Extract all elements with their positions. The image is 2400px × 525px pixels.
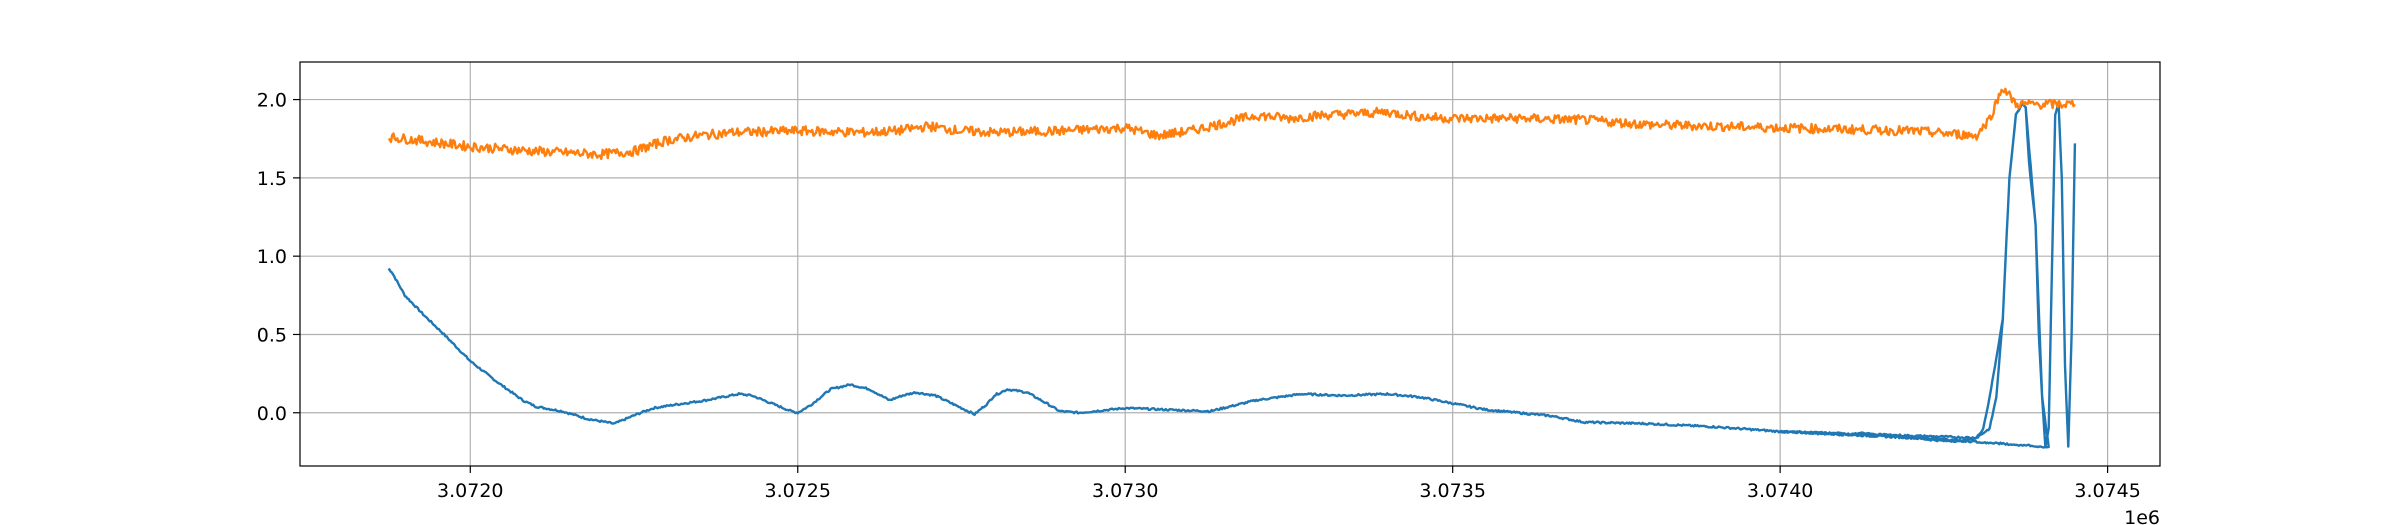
x-tick-label: 3.0730 (1092, 480, 1158, 502)
y-tick-label: 0.5 (257, 324, 287, 346)
y-tick-label: 2.0 (257, 90, 287, 112)
y-tick-label: 1.5 (257, 168, 287, 190)
x-axis-offset-label: 1e6 (2124, 507, 2160, 525)
y-tick-label: 0.0 (257, 403, 287, 425)
y-axis: 0.0 0.5 1.0 1.5 2.0 (257, 90, 300, 425)
series-line-2 (387, 87, 2076, 161)
x-tick-label: 3.0740 (1747, 480, 1813, 502)
series-line-1 (387, 100, 2077, 449)
series-layer (387, 87, 2077, 449)
plot-frame (299, 61, 2161, 467)
x-axis: 3.0720 3.0725 3.0730 3.0735 3.0740 3.0745 (437, 466, 2141, 502)
x-tick-label: 3.0725 (765, 480, 831, 502)
x-tick-label: 3.0735 (1419, 480, 1485, 502)
x-tick-label: 3.0720 (437, 480, 503, 502)
y-tick-label: 1.0 (257, 246, 287, 268)
x-tick-label: 3.0745 (2074, 480, 2140, 502)
